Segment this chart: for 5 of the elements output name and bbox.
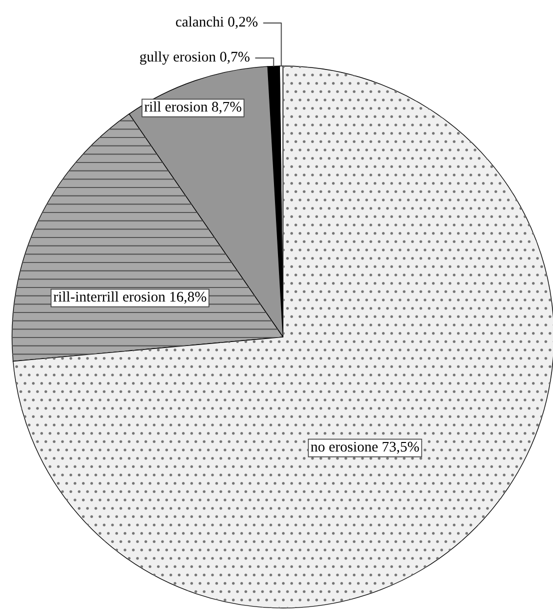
slice-label: no erosione 73,5%	[310, 442, 419, 454]
slice-label: rill erosion 8,7%	[144, 101, 242, 114]
slice-label: calanchi 0,2%	[176, 16, 258, 29]
slice-label: gully erosion 0,7%	[140, 51, 250, 65]
slice-label: rill-interrill erosion 16,8%	[54, 291, 206, 304]
